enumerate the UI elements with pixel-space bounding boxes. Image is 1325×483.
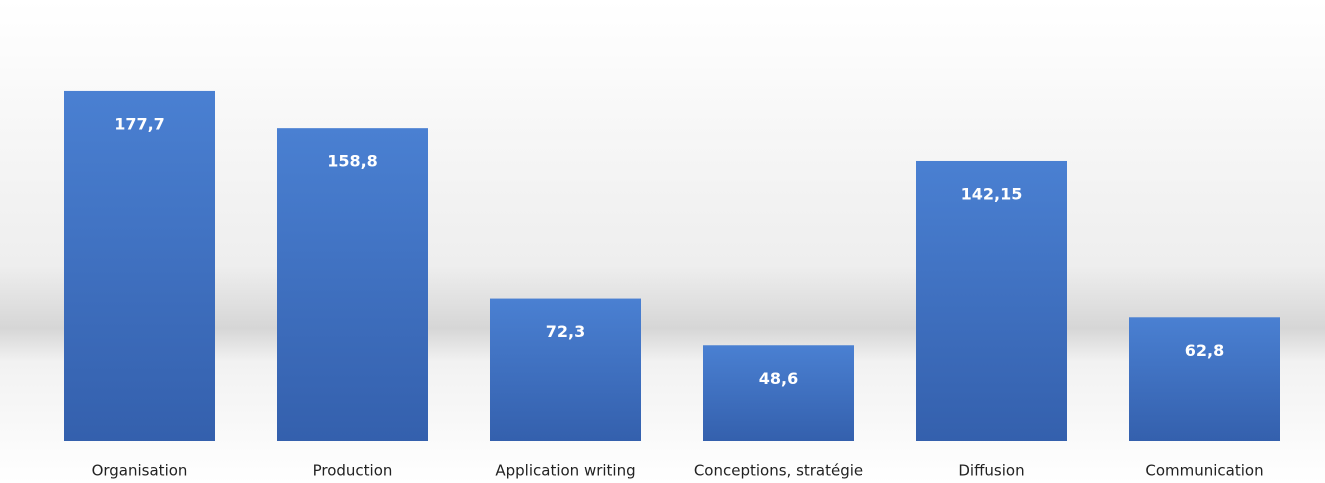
data-label: 177,7: [114, 114, 165, 133]
x-tick-label: Diffusion: [958, 462, 1024, 480]
bar: [490, 298, 641, 441]
data-label: 48,6: [759, 369, 798, 388]
x-tick-label: Conceptions, stratégie: [694, 462, 863, 480]
data-label: 158,8: [327, 152, 378, 171]
data-label: 62,8: [1185, 341, 1224, 360]
bar: [916, 160, 1067, 442]
x-tick-label: Production: [313, 462, 393, 480]
x-tick-label: Communication: [1145, 462, 1263, 480]
x-tick-label: Application writing: [495, 462, 635, 480]
bar: [64, 90, 215, 441]
data-label: 72,3: [546, 322, 585, 341]
bar: [277, 128, 428, 441]
x-tick-label: Organisation: [92, 462, 188, 480]
bar: [1129, 317, 1280, 441]
data-label: 142,15: [961, 184, 1023, 203]
bar: [703, 345, 854, 441]
